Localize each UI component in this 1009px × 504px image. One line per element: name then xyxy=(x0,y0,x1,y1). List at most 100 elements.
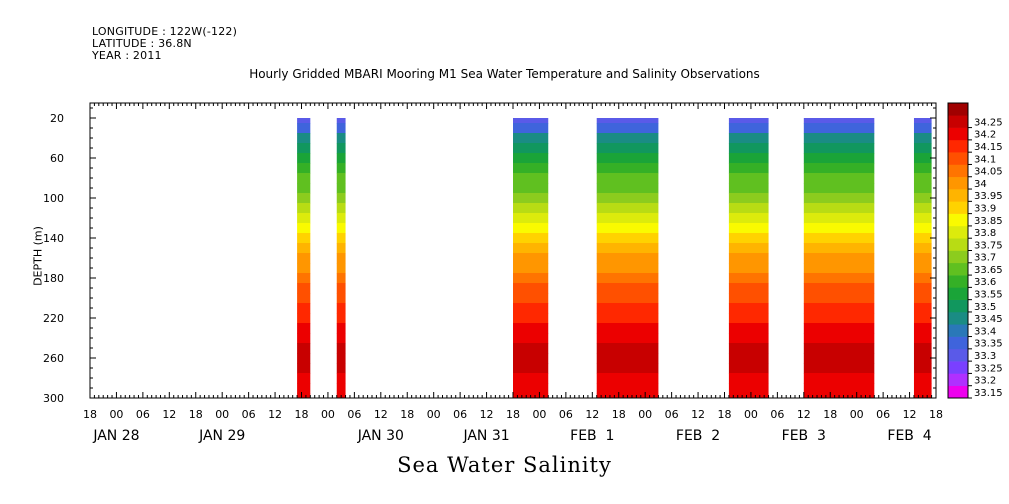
data-column xyxy=(297,118,311,399)
salinity-cell xyxy=(913,203,932,214)
salinity-cell xyxy=(336,353,346,364)
salinity-cell xyxy=(728,363,769,374)
salinity-cell xyxy=(728,173,769,184)
salinity-cell xyxy=(297,363,311,374)
salinity-cell xyxy=(596,203,659,214)
salinity-cell xyxy=(803,343,875,354)
salinity-cell xyxy=(803,353,875,364)
x-tick-label: 18 xyxy=(929,408,943,421)
salinity-cell xyxy=(297,383,311,394)
salinity-cell xyxy=(513,313,549,324)
y-tick-label: 60 xyxy=(50,152,64,165)
x-tick-label: 12 xyxy=(162,408,176,421)
x-tick-label: 18 xyxy=(612,408,626,421)
salinity-cell xyxy=(728,303,769,314)
salinity-cell xyxy=(513,373,549,384)
salinity-cell xyxy=(728,143,769,154)
salinity-cell xyxy=(913,223,932,234)
data-column xyxy=(596,118,659,399)
salinity-cell xyxy=(297,173,311,184)
salinity-cell xyxy=(336,253,346,264)
salinity-cell xyxy=(803,183,875,194)
salinity-cell xyxy=(596,253,659,264)
salinity-cell xyxy=(803,283,875,294)
colorbar-label: 34.1 xyxy=(974,154,996,165)
colorbar-label: 33.95 xyxy=(974,191,1003,202)
salinity-cell xyxy=(596,263,659,274)
x-tick-label: 12 xyxy=(903,408,917,421)
x-tick-label: 00 xyxy=(109,408,123,421)
colorbar-swatch xyxy=(948,115,968,128)
salinity-cell xyxy=(728,133,769,144)
salinity-cell xyxy=(513,183,549,194)
x-tick-label: 18 xyxy=(718,408,732,421)
y-tick-label: 220 xyxy=(43,312,64,325)
colorbar-label: 34.25 xyxy=(974,117,1003,128)
salinity-cell xyxy=(297,393,311,399)
salinity-cell xyxy=(803,383,875,394)
salinity-cell xyxy=(513,118,549,124)
salinity-cell xyxy=(297,118,311,124)
x-tick-label: 12 xyxy=(585,408,599,421)
salinity-cell xyxy=(297,323,311,334)
salinity-cell xyxy=(913,263,932,274)
salinity-cell xyxy=(297,143,311,154)
salinity-cell xyxy=(596,118,659,124)
salinity-cell xyxy=(803,263,875,274)
salinity-cell xyxy=(297,373,311,384)
salinity-cell xyxy=(596,213,659,224)
data-column xyxy=(803,118,875,399)
salinity-cell xyxy=(336,143,346,154)
salinity-cell xyxy=(596,383,659,394)
y-tick-label: 300 xyxy=(43,392,64,405)
colorbar-swatch xyxy=(948,361,968,374)
colorbar-label: 34.05 xyxy=(974,167,1003,178)
salinity-cell xyxy=(728,323,769,334)
salinity-cell xyxy=(913,373,932,384)
x-tick-label: 06 xyxy=(453,408,467,421)
salinity-cell xyxy=(336,383,346,394)
salinity-cell xyxy=(336,193,346,204)
salinity-cell xyxy=(728,283,769,294)
colorbar-swatch xyxy=(948,164,968,178)
salinity-cell xyxy=(596,373,659,384)
salinity-cell xyxy=(596,143,659,154)
salinity-cell xyxy=(728,123,769,134)
salinity-cell xyxy=(513,263,549,274)
colorbar-swatch xyxy=(948,250,968,264)
salinity-cell xyxy=(297,123,311,134)
salinity-cell xyxy=(336,273,346,284)
y-tick-label: 260 xyxy=(43,352,64,365)
salinity-cell xyxy=(913,233,932,244)
salinity-cell xyxy=(336,233,346,244)
salinity-cell xyxy=(728,373,769,384)
salinity-cell xyxy=(803,303,875,314)
salinity-cell xyxy=(913,303,932,314)
salinity-cell xyxy=(513,253,549,264)
salinity-cell xyxy=(596,183,659,194)
colorbar-swatch xyxy=(948,213,968,227)
salinity-cell xyxy=(803,203,875,214)
salinity-cell xyxy=(913,253,932,264)
salinity-cell xyxy=(803,173,875,184)
salinity-cell xyxy=(803,253,875,264)
salinity-cell xyxy=(297,273,311,284)
salinity-cell xyxy=(297,353,311,364)
salinity-cell xyxy=(596,353,659,364)
salinity-cell xyxy=(336,323,346,334)
salinity-cell xyxy=(913,243,932,254)
colorbar-swatch xyxy=(948,127,968,141)
x-date-label: JAN 31 xyxy=(462,428,509,444)
salinity-cell xyxy=(513,213,549,224)
colorbar-label: 33.8 xyxy=(974,228,996,239)
salinity-cell xyxy=(336,123,346,134)
colorbar-label: 33.6 xyxy=(974,277,996,288)
colorbar-label: 33.2 xyxy=(974,376,996,387)
colorbar-swatch xyxy=(948,189,968,202)
salinity-cell xyxy=(297,253,311,264)
colorbar-swatch xyxy=(948,152,968,165)
salinity-cell xyxy=(913,313,932,324)
x-tick-label: 18 xyxy=(189,408,203,421)
